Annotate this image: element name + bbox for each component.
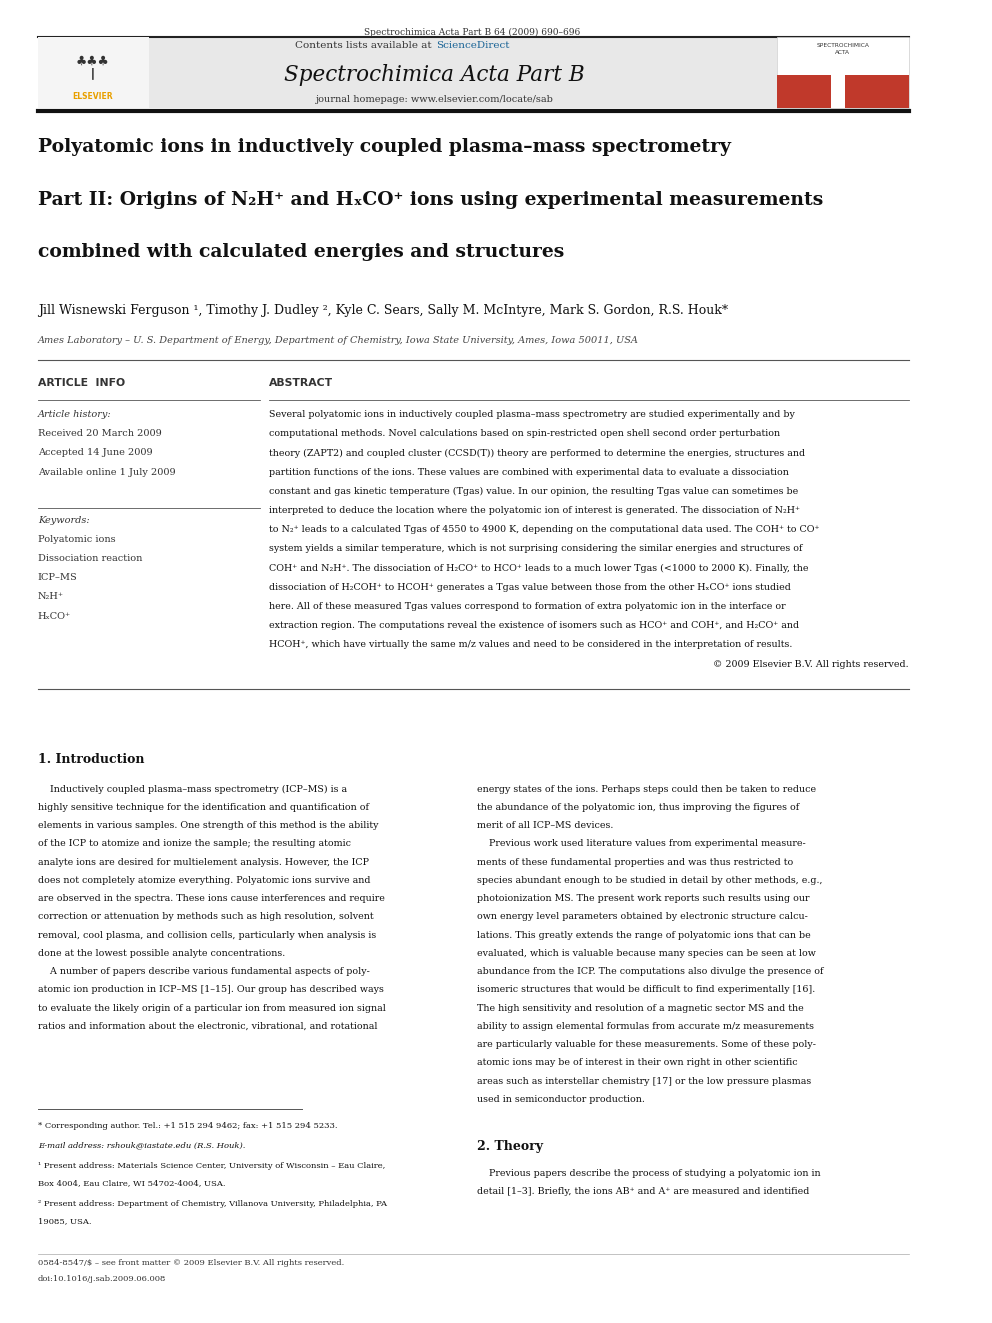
Text: doi:10.1016/j.sab.2009.06.008: doi:10.1016/j.sab.2009.06.008 [38, 1275, 167, 1283]
Text: the abundance of the polyatomic ion, thus improving the figures of: the abundance of the polyatomic ion, thu… [477, 803, 800, 812]
Text: energy states of the ions. Perhaps steps could then be taken to reduce: energy states of the ions. Perhaps steps… [477, 785, 816, 794]
Bar [38, 37, 777, 108]
Text: Received 20 March 2009: Received 20 March 2009 [38, 430, 162, 438]
Text: ² Present address: Department of Chemistry, Villanova University, Philadelphia, : ² Present address: Department of Chemist… [38, 1200, 387, 1208]
Text: areas such as interstellar chemistry [17] or the low pressure plasmas: areas such as interstellar chemistry [17… [477, 1077, 811, 1086]
Text: lations. This greatly extends the range of polyatomic ions that can be: lations. This greatly extends the range … [477, 930, 810, 939]
Text: Polyatomic ions: Polyatomic ions [38, 534, 115, 544]
Text: photoionization MS. The present work reports such results using our: photoionization MS. The present work rep… [477, 894, 809, 904]
Text: extraction region. The computations reveal the existence of isomers such as HCO⁺: extraction region. The computations reve… [269, 622, 800, 630]
Text: * Corresponding author. Tel.: +1 515 294 9462; fax: +1 515 294 5233.: * Corresponding author. Tel.: +1 515 294… [38, 1122, 337, 1130]
Text: ¹ Present address: Materials Science Center, University of Wisconsin – Eau Clair: ¹ Present address: Materials Science Cen… [38, 1162, 385, 1170]
Text: ratios and information about the electronic, vibrational, and rotational: ratios and information about the electro… [38, 1021, 377, 1031]
Text: atomic ions may be of interest in their own right in other scientific: atomic ions may be of interest in their … [477, 1058, 798, 1068]
Text: are particularly valuable for these measurements. Some of these poly-: are particularly valuable for these meas… [477, 1040, 816, 1049]
Text: 2. Theory: 2. Theory [477, 1139, 544, 1152]
Text: E-mail address: rshouk@iastate.edu (R.S. Houk).: E-mail address: rshouk@iastate.edu (R.S.… [38, 1142, 245, 1150]
Text: combined with calculated energies and structures: combined with calculated energies and st… [38, 243, 564, 262]
Text: A number of papers describe various fundamental aspects of poly-: A number of papers describe various fund… [38, 967, 370, 976]
Text: Spectrochimica Acta Part B: Spectrochimica Acta Part B [285, 64, 585, 86]
Bar [777, 75, 909, 108]
Text: of the ICP to atomize and ionize the sample; the resulting atomic: of the ICP to atomize and ionize the sam… [38, 839, 351, 848]
Text: partition functions of the ions. These values are combined with experimental dat: partition functions of the ions. These v… [269, 468, 790, 476]
Text: Contents lists available at: Contents lists available at [295, 41, 434, 50]
Text: atomic ion production in ICP–MS [1–15]. Our group has described ways: atomic ion production in ICP–MS [1–15]. … [38, 986, 384, 995]
Text: Jill Wisnewski Ferguson ¹, Timothy J. Dudley ², Kyle C. Sears, Sally M. McIntyre: Jill Wisnewski Ferguson ¹, Timothy J. Du… [38, 304, 728, 318]
Text: isomeric structures that would be difficult to find experimentally [16].: isomeric structures that would be diffic… [477, 986, 815, 995]
Text: are observed in the spectra. These ions cause interferences and require: are observed in the spectra. These ions … [38, 894, 385, 904]
Text: Accepted 14 June 2009: Accepted 14 June 2009 [38, 448, 153, 458]
Text: Dissociation reaction: Dissociation reaction [38, 554, 142, 564]
Text: analyte ions are desired for multielement analysis. However, the ICP: analyte ions are desired for multielemen… [38, 857, 369, 867]
Text: Part II: Origins of N₂H⁺ and HₓCO⁺ ions using experimental measurements: Part II: Origins of N₂H⁺ and HₓCO⁺ ions … [38, 191, 823, 209]
Text: to N₂⁺ leads to a calculated Tgas of 4550 to 4900 K, depending on the computatio: to N₂⁺ leads to a calculated Tgas of 455… [269, 525, 819, 534]
Text: 1. Introduction: 1. Introduction [38, 753, 144, 766]
Text: ELSEVIER: ELSEVIER [72, 91, 113, 101]
Text: ability to assign elemental formulas from accurate m/z measurements: ability to assign elemental formulas fro… [477, 1021, 814, 1031]
Text: Available online 1 July 2009: Available online 1 July 2009 [38, 468, 176, 476]
Text: interpreted to deduce the location where the polyatomic ion of interest is gener: interpreted to deduce the location where… [269, 507, 801, 515]
Text: abundance from the ICP. The computations also divulge the presence of: abundance from the ICP. The computations… [477, 967, 823, 976]
Text: Box 4004, Eau Claire, WI 54702-4004, USA.: Box 4004, Eau Claire, WI 54702-4004, USA… [38, 1179, 225, 1187]
Text: 19085, USA.: 19085, USA. [38, 1217, 91, 1225]
Text: elements in various samples. One strength of this method is the ability: elements in various samples. One strengt… [38, 822, 378, 830]
Text: HCOH⁺, which have virtually the same m/z values and need to be considered in the: HCOH⁺, which have virtually the same m/z… [269, 640, 793, 650]
Bar [831, 75, 844, 108]
Text: Previous work used literature values from experimental measure-: Previous work used literature values fro… [477, 839, 806, 848]
Text: does not completely atomize everything. Polyatomic ions survive and: does not completely atomize everything. … [38, 876, 370, 885]
Text: ♣♣♣: ♣♣♣ [75, 54, 109, 67]
Text: Previous papers describe the process of studying a polyatomic ion in: Previous papers describe the process of … [477, 1168, 820, 1177]
Text: highly sensitive technique for the identification and quantification of: highly sensitive technique for the ident… [38, 803, 369, 812]
Text: correction or attenuation by methods such as high resolution, solvent: correction or attenuation by methods suc… [38, 913, 373, 921]
Text: merit of all ICP–MS devices.: merit of all ICP–MS devices. [477, 822, 613, 830]
Text: system yields a similar temperature, which is not surprising considering the sim: system yields a similar temperature, whi… [269, 545, 803, 553]
Text: 0584-8547/$ – see front matter © 2009 Elsevier B.V. All rights reserved.: 0584-8547/$ – see front matter © 2009 El… [38, 1259, 344, 1267]
Text: Ames Laboratory – U. S. Department of Energy, Department of Chemistry, Iowa Stat: Ames Laboratory – U. S. Department of En… [38, 336, 639, 345]
Text: ┃: ┃ [89, 67, 95, 78]
Text: to evaluate the likely origin of a particular ion from measured ion signal: to evaluate the likely origin of a parti… [38, 1004, 386, 1012]
Text: ABSTRACT: ABSTRACT [269, 378, 333, 389]
Text: COH⁺ and N₂H⁺. The dissociation of H₂CO⁺ to HCO⁺ leads to a much lower Tgas (<10: COH⁺ and N₂H⁺. The dissociation of H₂CO⁺… [269, 564, 808, 573]
Text: Article history:: Article history: [38, 410, 111, 419]
Text: N₂H⁺: N₂H⁺ [38, 593, 63, 602]
Text: Keywords:: Keywords: [38, 516, 89, 525]
Text: ments of these fundamental properties and was thus restricted to: ments of these fundamental properties an… [477, 857, 794, 867]
Bar [38, 37, 149, 108]
Text: removal, cool plasma, and collision cells, particularly when analysis is: removal, cool plasma, and collision cell… [38, 930, 376, 939]
Text: constant and gas kinetic temperature (Tgas) value. In our opinion, the resulting: constant and gas kinetic temperature (Tg… [269, 487, 799, 496]
Text: own energy level parameters obtained by electronic structure calcu-: own energy level parameters obtained by … [477, 913, 808, 921]
Text: used in semiconductor production.: used in semiconductor production. [477, 1095, 645, 1103]
Text: ARTICLE  INFO: ARTICLE INFO [38, 378, 125, 389]
Text: here. All of these measured Tgas values correspond to formation of extra polyato: here. All of these measured Tgas values … [269, 602, 786, 611]
Text: computational methods. Novel calculations based on spin-restricted open shell se: computational methods. Novel calculation… [269, 430, 781, 438]
Text: species abundant enough to be studied in detail by other methods, e.g.,: species abundant enough to be studied in… [477, 876, 822, 885]
Text: Inductively coupled plasma–mass spectrometry (ICP–MS) is a: Inductively coupled plasma–mass spectrom… [38, 785, 347, 794]
Text: done at the lowest possible analyte concentrations.: done at the lowest possible analyte conc… [38, 949, 285, 958]
Text: detail [1–3]. Briefly, the ions AB⁺ and A⁺ are measured and identified: detail [1–3]. Briefly, the ions AB⁺ and … [477, 1187, 809, 1196]
Bar [777, 37, 909, 108]
Text: dissociation of H₂COH⁺ to HCOH⁺ generates a Tgas value between those from the ot: dissociation of H₂COH⁺ to HCOH⁺ generate… [269, 583, 792, 591]
Text: ICP–MS: ICP–MS [38, 573, 77, 582]
Text: evaluated, which is valuable because many species can be seen at low: evaluated, which is valuable because man… [477, 949, 816, 958]
Text: The high sensitivity and resolution of a magnetic sector MS and the: The high sensitivity and resolution of a… [477, 1004, 804, 1012]
Text: HₓCO⁺: HₓCO⁺ [38, 611, 71, 620]
Text: Spectrochimica Acta Part B 64 (2009) 690–696: Spectrochimica Acta Part B 64 (2009) 690… [364, 28, 580, 37]
Text: ScienceDirect: ScienceDirect [436, 41, 510, 50]
Text: Polyatomic ions in inductively coupled plasma–mass spectrometry: Polyatomic ions in inductively coupled p… [38, 138, 731, 156]
Text: journal homepage: www.elsevier.com/locate/sab: journal homepage: www.elsevier.com/locat… [315, 95, 554, 105]
Text: Several polyatomic ions in inductively coupled plasma–mass spectrometry are stud: Several polyatomic ions in inductively c… [269, 410, 796, 419]
Text: SPECTROCHIMICA
ACTA: SPECTROCHIMICA ACTA [816, 44, 869, 54]
Text: theory (ZAPT2) and coupled cluster (CCSD(T)) theory are performed to determine t: theory (ZAPT2) and coupled cluster (CCSD… [269, 448, 806, 458]
Text: © 2009 Elsevier B.V. All rights reserved.: © 2009 Elsevier B.V. All rights reserved… [713, 660, 909, 668]
